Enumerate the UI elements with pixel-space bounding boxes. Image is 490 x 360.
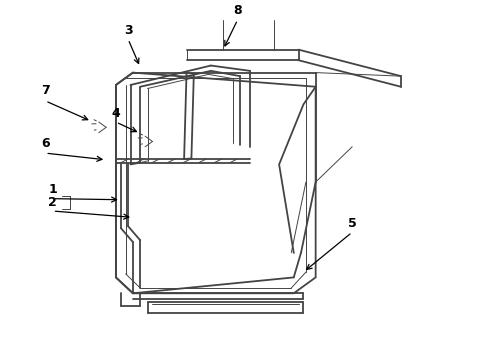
Text: 3: 3: [124, 24, 132, 37]
Text: 2: 2: [48, 195, 57, 208]
Text: 5: 5: [348, 217, 357, 230]
Text: 1: 1: [48, 183, 57, 196]
Text: 4: 4: [112, 107, 120, 120]
Text: 7: 7: [41, 84, 49, 97]
Text: 8: 8: [233, 4, 242, 17]
Text: 6: 6: [41, 137, 49, 150]
